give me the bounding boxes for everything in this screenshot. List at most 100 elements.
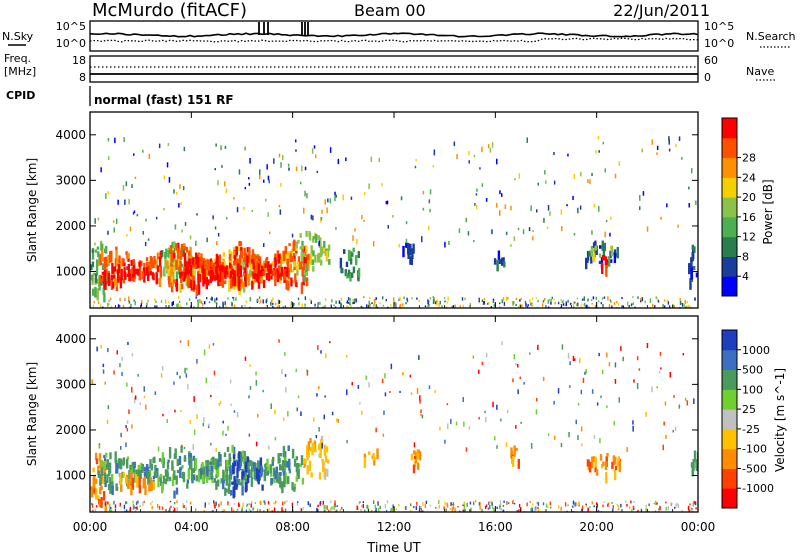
velocity-clutter — [250, 500, 253, 504]
velocity-echo — [530, 443, 533, 449]
velocity-cell — [614, 465, 618, 471]
noise-panel: N.Sky 10^5 10^0 10^5 10^0 N.Search — [2, 20, 796, 52]
velocity-echo — [553, 400, 555, 405]
velocity-cell — [144, 485, 147, 495]
velocity-echo — [257, 413, 259, 418]
velocity-echo — [439, 426, 441, 431]
velocity-cell — [103, 458, 107, 462]
velocity-clutter — [425, 500, 428, 504]
velocity-clutter — [143, 501, 145, 503]
power-echo — [595, 150, 597, 154]
power-echo — [553, 152, 555, 155]
velocity-clutter — [629, 506, 631, 510]
power-clutter — [416, 297, 418, 300]
power-cell — [502, 257, 505, 264]
velocity-clutter — [602, 504, 604, 508]
velocity-clutter — [654, 510, 657, 512]
power-echo — [505, 231, 508, 236]
velocity-echo — [98, 445, 101, 449]
velocity-echo — [669, 372, 671, 378]
power-cell — [219, 270, 222, 275]
power-cell — [150, 257, 153, 269]
power-cell — [195, 284, 198, 296]
power-echo — [372, 241, 375, 247]
velocity-clutter — [572, 500, 575, 505]
velocity-echo — [208, 423, 210, 427]
velocity-clutter — [438, 504, 440, 509]
power-cell — [112, 266, 115, 274]
power-cell — [177, 242, 180, 252]
velocity-clutter — [362, 503, 364, 509]
velocity-cell — [246, 457, 249, 468]
power-clutter — [146, 302, 148, 306]
power-echo — [456, 154, 458, 160]
velocity-patch — [229, 451, 250, 499]
velocity-echo — [285, 387, 287, 393]
velocity-echo — [515, 363, 517, 366]
velocity-clutter — [170, 505, 172, 508]
velocity-cell — [190, 458, 193, 470]
power-echo — [179, 184, 181, 189]
power-patch — [98, 246, 163, 292]
velocity-cell — [235, 479, 239, 488]
power-clutter — [588, 306, 590, 308]
velocity-clutter — [139, 505, 141, 508]
power-cell — [297, 239, 300, 244]
velocity-colorbar-frame — [721, 329, 738, 509]
power-cell — [276, 272, 280, 283]
power-echo — [453, 141, 456, 147]
power-echo — [605, 219, 608, 223]
power-clutter — [584, 302, 586, 306]
power-clutter — [434, 301, 437, 305]
velocity-clutter — [535, 506, 537, 511]
power-x-ticks — [89, 112, 699, 308]
power-y-axis-label: Slant Range [km] — [25, 158, 39, 262]
velocity-cell — [186, 479, 190, 484]
power-echo — [249, 158, 251, 164]
velocity-clutter — [391, 508, 394, 512]
power-cell — [279, 277, 282, 284]
velocity-echo — [196, 414, 198, 419]
power-cell — [277, 254, 281, 263]
power-cell — [176, 257, 180, 266]
power-cell — [301, 244, 305, 249]
velocity-cell — [178, 455, 182, 465]
power-echo — [100, 167, 102, 173]
velocity-cell — [164, 469, 168, 477]
power-echo — [216, 241, 218, 246]
velocity-cell — [594, 456, 597, 468]
power-echo — [491, 229, 493, 235]
velocity-cell — [278, 464, 282, 471]
power-cell — [98, 262, 101, 266]
power-cell — [153, 256, 156, 265]
power-echo — [148, 153, 150, 159]
velocity-echo — [357, 384, 360, 389]
power-cell — [218, 265, 221, 272]
velocity-cell — [249, 460, 252, 467]
velocity-cell — [259, 473, 262, 478]
power-cell — [171, 242, 174, 250]
power-cell — [275, 272, 278, 277]
power-cell — [164, 251, 167, 259]
velocity-cell — [372, 453, 375, 461]
velocity-cell — [166, 469, 169, 482]
velocity-clutter — [444, 502, 446, 505]
velocity-cell — [299, 463, 302, 468]
velocity-clutter — [484, 506, 487, 509]
velocity-echo — [485, 352, 488, 358]
velocity-cell — [95, 478, 98, 484]
power-cell — [300, 261, 303, 270]
power-clutter — [565, 300, 567, 303]
velocity-clutter — [534, 507, 536, 512]
power-echo — [421, 236, 423, 243]
power-cell — [141, 270, 144, 280]
velocity-cell — [228, 475, 231, 487]
velocity-echo — [106, 419, 109, 425]
velocity-echo — [213, 370, 216, 376]
power-echo — [352, 235, 354, 241]
power-clutter — [561, 301, 563, 304]
velocity-echo — [485, 417, 487, 423]
power-clutter — [486, 302, 489, 305]
velocity-clutter — [307, 501, 309, 506]
power-clutter — [527, 304, 529, 307]
